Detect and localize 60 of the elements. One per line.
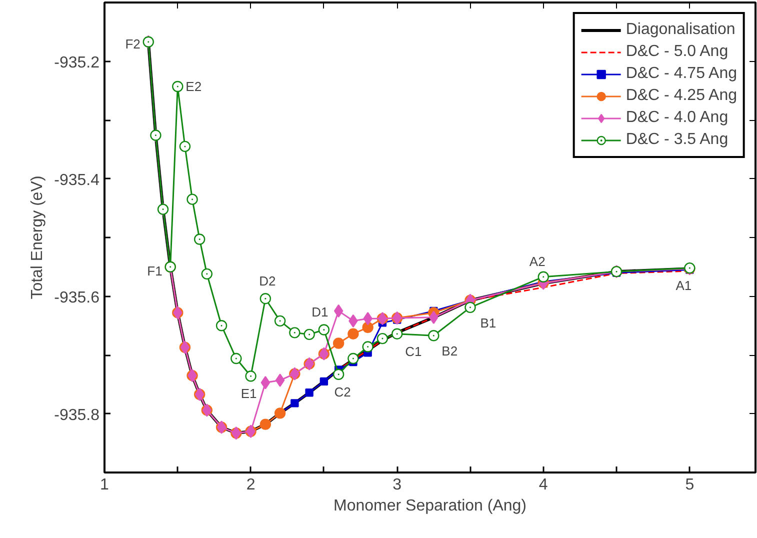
legend-label: D&C - 4.0 Ang (626, 109, 728, 127)
x-tick-label: 4 (538, 476, 548, 494)
point (194, 234, 206, 245)
x-tick-label: 1 (100, 476, 110, 494)
point (320, 377, 328, 386)
annotation: E1 (240, 386, 257, 402)
point (260, 293, 272, 304)
point (230, 352, 242, 364)
x-tick-label: 2 (246, 476, 256, 494)
point (348, 352, 359, 364)
point (172, 80, 184, 92)
y-tick-label: -935.6 (54, 289, 100, 306)
annotation: A2 (529, 254, 546, 269)
point (201, 268, 213, 280)
annotation: E2 (186, 79, 202, 94)
annotation: A1 (676, 278, 692, 294)
point (260, 376, 270, 390)
point (289, 327, 300, 338)
point (332, 368, 344, 380)
annotation: C2 (334, 384, 351, 400)
point (216, 320, 228, 332)
point (362, 322, 374, 333)
legend-label: Diagonalisation (626, 21, 736, 39)
point (391, 328, 403, 340)
point (275, 374, 285, 387)
point (464, 302, 476, 314)
point (186, 194, 198, 205)
x-tick-label: 3 (392, 476, 402, 494)
point (429, 310, 438, 324)
point (305, 388, 314, 397)
point (179, 140, 191, 152)
point (290, 399, 299, 408)
y-tick-label: -935.2 (54, 54, 100, 72)
legend-label: D&C - 3.5 Ang (626, 131, 728, 149)
y-axis-title: Total Energy (eV) (29, 176, 46, 300)
annotation: F1 (147, 263, 162, 278)
annotation: B2 (442, 344, 458, 359)
annotation: D2 (259, 274, 276, 289)
annotation: F2 (125, 36, 140, 52)
point (318, 324, 330, 336)
legend-label: D&C - 4.75 Ang (626, 65, 737, 83)
point (245, 370, 256, 382)
point (334, 304, 344, 318)
point (348, 328, 359, 340)
x-tick-label: 5 (685, 476, 694, 494)
point (304, 328, 315, 340)
y-tick-label: -935.8 (54, 406, 100, 424)
annotation: C1 (405, 344, 422, 359)
legend-label: D&C - 4.25 Ang (626, 87, 737, 105)
legend-label: D&C - 5.0 Ang (626, 43, 728, 61)
point (376, 332, 388, 344)
point (362, 341, 374, 352)
point (428, 330, 440, 342)
point (332, 338, 344, 349)
x-axis-title: Monomer Separation (Ang) (334, 498, 526, 514)
annotation: B1 (480, 315, 496, 330)
y-tick-label: -935.4 (54, 172, 100, 189)
point (538, 271, 549, 282)
point (274, 315, 286, 327)
annotation: D1 (312, 304, 328, 320)
